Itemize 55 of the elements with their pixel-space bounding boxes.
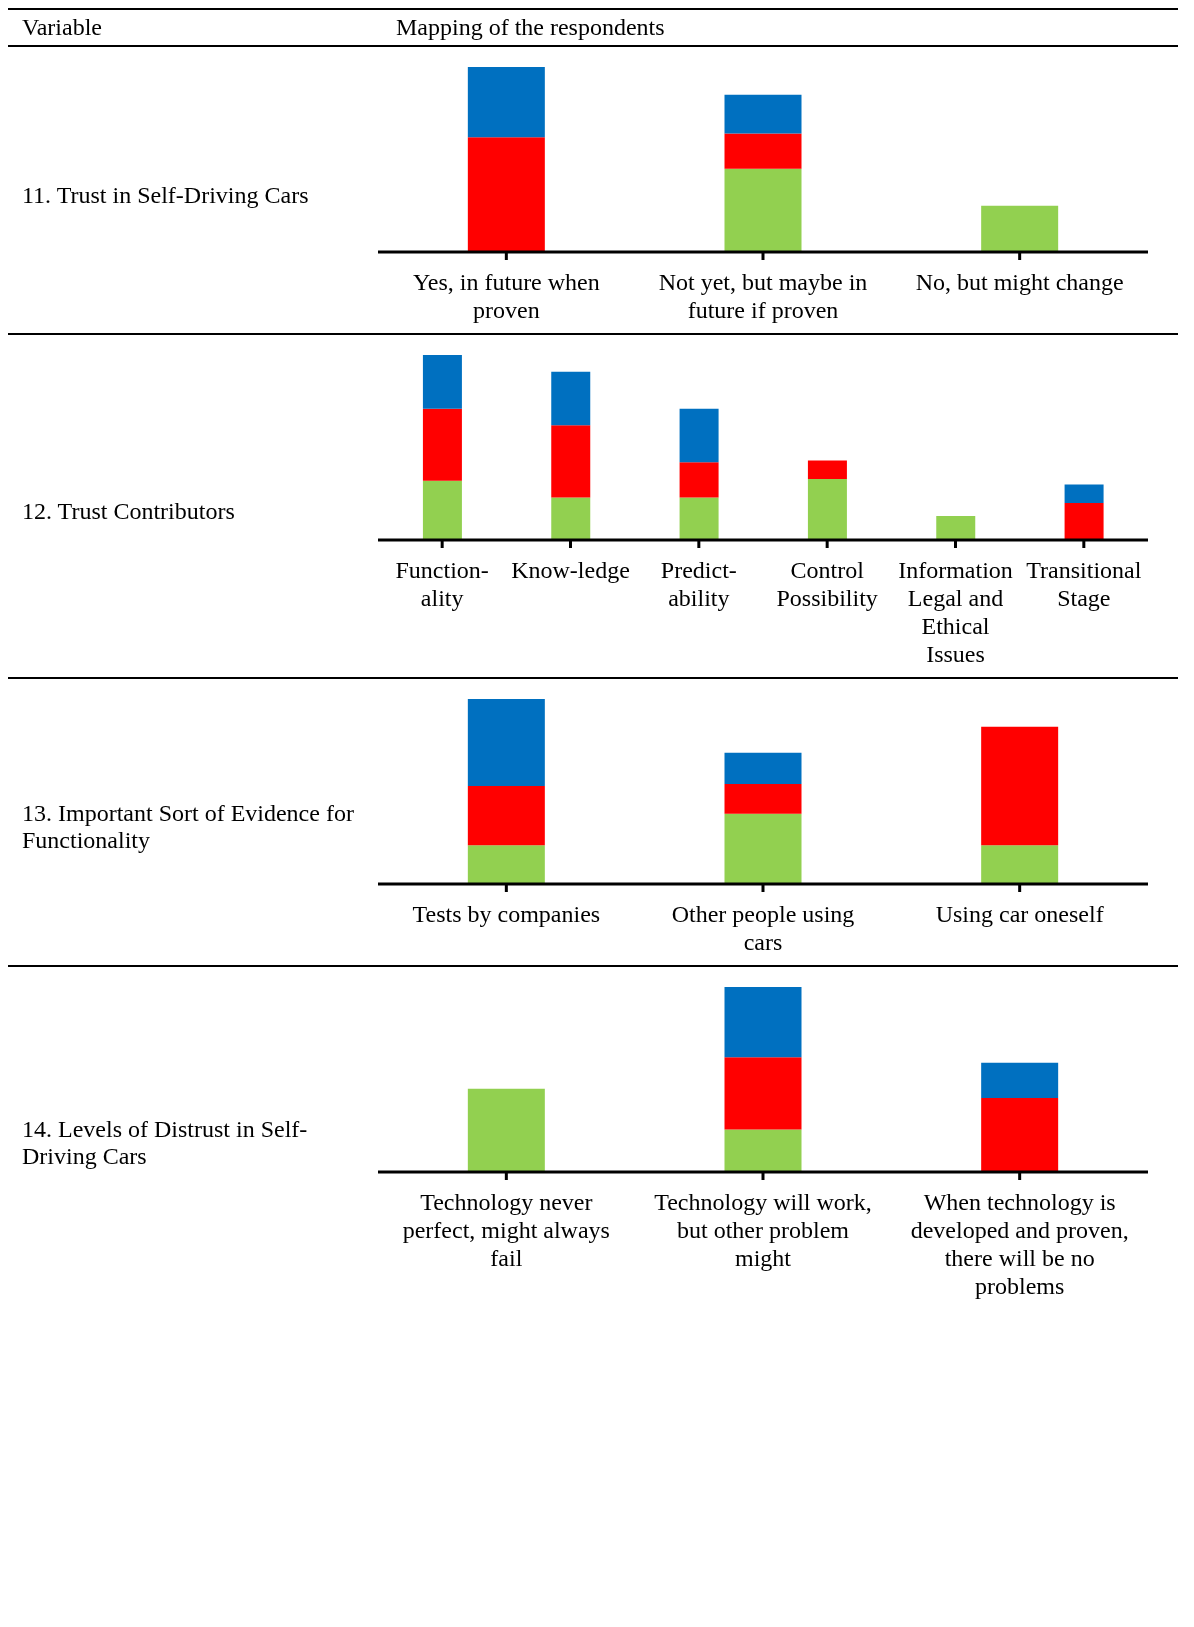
text: Mapping of the respondents — [395, 14, 665, 41]
bar — [1064, 484, 1104, 503]
bar — [551, 497, 591, 540]
bar — [981, 726, 1059, 846]
bar — [724, 133, 802, 169]
text: 11. Trust in Self-Driving Cars — [22, 181, 309, 208]
bar — [467, 67, 545, 138]
bar — [724, 987, 802, 1058]
bar — [936, 515, 976, 540]
x-tick-label: No, but might change — [915, 269, 1124, 296]
bar — [981, 1062, 1059, 1098]
x-tick-label: Yes, in future when proven — [412, 269, 600, 324]
bar — [422, 355, 462, 409]
x-tick-label: Other people using cars — [671, 901, 855, 956]
x-tick-label: When technology is developed and proven, there will be no problems — [910, 1189, 1129, 1300]
x-tick-label: Tests by companies — [412, 901, 601, 928]
bar — [679, 497, 719, 540]
bar — [981, 845, 1059, 884]
bar — [422, 480, 462, 540]
text: 12. Trust Contributors — [22, 497, 235, 524]
x-tick-label: Not yet, but maybe in future if proven — [658, 269, 868, 324]
bar — [551, 371, 591, 426]
bar — [981, 1098, 1059, 1172]
bar — [724, 94, 802, 134]
bar — [724, 813, 802, 884]
bar — [467, 785, 545, 846]
bar — [467, 699, 545, 786]
text: 13. Important Sort of Evidence for Functionality — [22, 800, 354, 853]
bar — [724, 1129, 802, 1172]
bar — [724, 168, 802, 252]
bar — [1064, 503, 1104, 540]
x-tick-label: Predict-ability — [660, 557, 737, 612]
bar — [724, 752, 802, 785]
bar — [551, 425, 591, 498]
x-tick-label: Technology never perfect, might always fail — [402, 1189, 610, 1272]
bar — [679, 462, 719, 498]
x-tick-label: Control Possibility — [776, 557, 878, 612]
text: 14. Levels of Distrust in Self-Driving Cars — [22, 1116, 308, 1169]
bar — [679, 408, 719, 463]
bar — [724, 784, 802, 814]
bar — [422, 408, 462, 481]
bar — [467, 845, 545, 884]
x-tick-label: Function-ality — [395, 557, 489, 612]
x-tick-label: Using car oneself — [935, 901, 1104, 928]
x-tick-label: Transitional Stage — [1026, 557, 1142, 612]
bar — [981, 205, 1059, 252]
bar — [724, 1057, 802, 1130]
bar — [807, 478, 847, 540]
bar — [467, 137, 545, 252]
x-tick-label: Technology will work, but other problem might — [654, 1189, 872, 1272]
bar — [807, 460, 847, 479]
x-tick-label: Know-ledge — [511, 557, 630, 584]
bar — [467, 1088, 545, 1172]
x-tick-label: Information Legal and Ethical Issues — [898, 557, 1013, 668]
text: Variable — [21, 14, 103, 41]
